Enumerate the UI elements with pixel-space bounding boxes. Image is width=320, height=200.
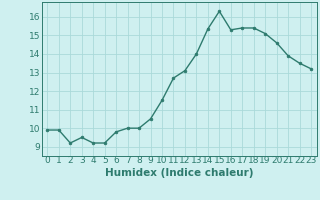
X-axis label: Humidex (Indice chaleur): Humidex (Indice chaleur): [105, 168, 253, 178]
